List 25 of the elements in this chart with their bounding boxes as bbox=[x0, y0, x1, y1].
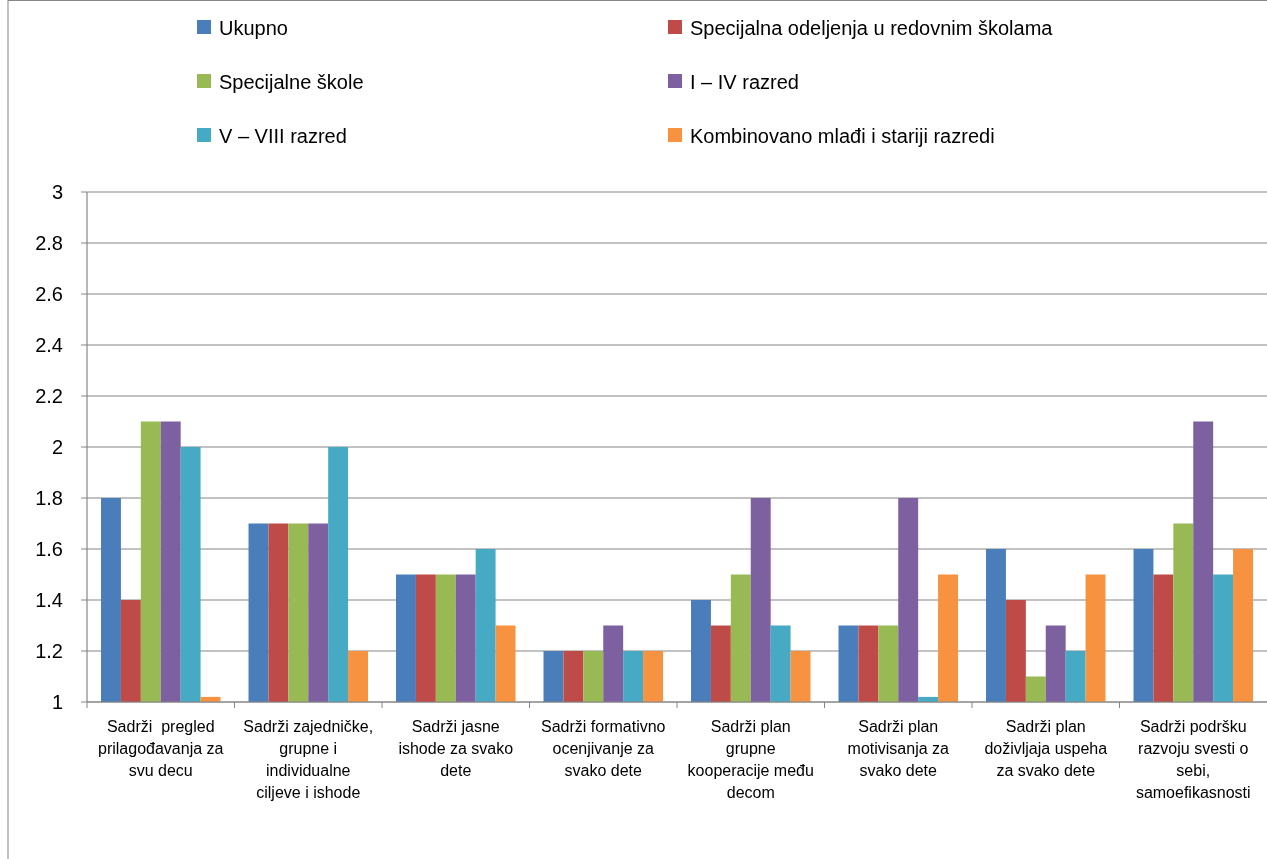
y-tick-label: 2.2 bbox=[35, 385, 63, 407]
y-tick-label: 1 bbox=[51, 691, 63, 713]
x-tick-label: Sadrži plan grupne kooperacije među decom bbox=[687, 718, 814, 801]
legend-label: Specijalna odeljenja u redovnim školama bbox=[690, 17, 1054, 39]
y-tick-label: 1.4 bbox=[35, 589, 63, 611]
legend-label: Specijalne škole bbox=[219, 71, 364, 93]
legend-label: V – VIII razred bbox=[219, 125, 347, 147]
legend-label: I – IV razred bbox=[690, 71, 799, 93]
legend-label: Ukupno bbox=[219, 17, 288, 39]
x-tick-label: Sadrži formativno ocenjivanje za svako dete bbox=[541, 718, 666, 779]
y-tick-label: 2.4 bbox=[35, 334, 63, 356]
x-tick-label: Sadrži plan doživljaja uspeha za svako dete bbox=[984, 718, 1108, 779]
y-tick-label: 1.8 bbox=[35, 487, 63, 509]
x-tick-label: Sadrži plan motivisanja za svako dete bbox=[847, 718, 950, 779]
y-tick-label: 2 bbox=[51, 436, 63, 458]
x-tick-label: Sadrži jasne ishode za svako dete bbox=[398, 718, 514, 779]
y-tick-label: 2.8 bbox=[35, 232, 63, 254]
x-tick-label: Sadrži pregled prilagođavanja za svu decu bbox=[98, 718, 224, 779]
y-tick-label: 2.6 bbox=[35, 283, 63, 305]
x-tick-label: Sadrži podršku razvoju svesti o sebi, samoefikasnosti bbox=[1135, 718, 1251, 801]
y-tick-label: 1.2 bbox=[35, 640, 63, 662]
y-tick-label: 1.6 bbox=[35, 538, 63, 560]
legend-label: Kombinovano mlađi i stariji razredi bbox=[690, 125, 995, 147]
x-tick-label: Sadrži zajedničke, grupne i individualne ciljeve i ishode bbox=[243, 718, 374, 801]
y-tick-label: 3 bbox=[51, 181, 63, 203]
